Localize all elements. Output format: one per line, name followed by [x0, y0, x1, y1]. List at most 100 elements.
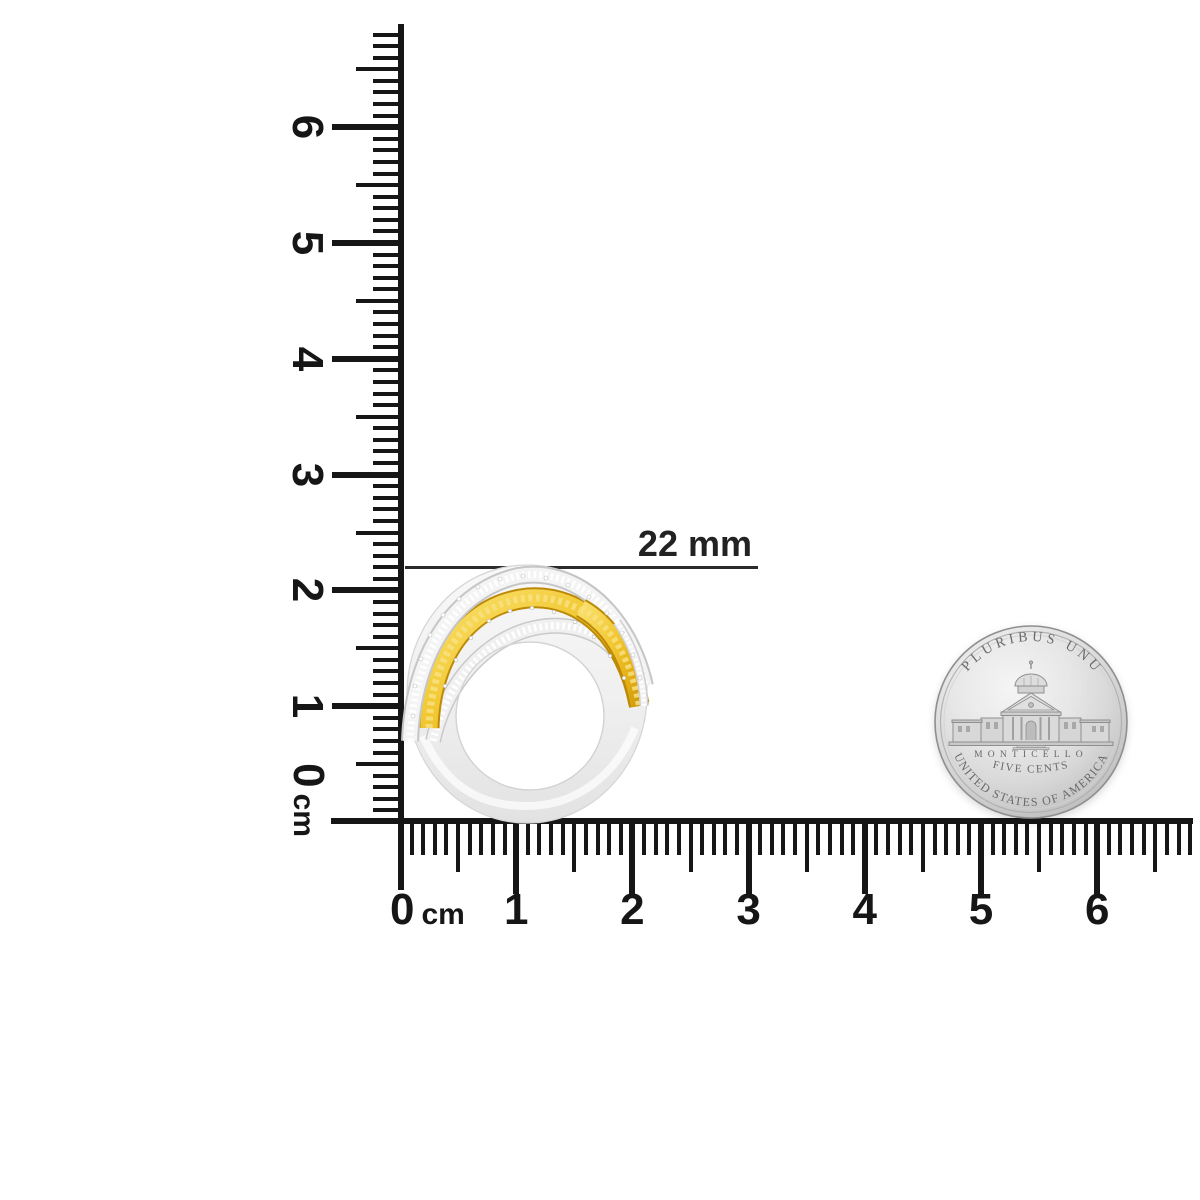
- ruler-tick: [373, 136, 404, 141]
- ruler-unit-label: cm: [421, 898, 465, 931]
- ruler-tick: [373, 275, 404, 280]
- ruler-tick: [332, 240, 404, 246]
- ruler-tick: [955, 821, 960, 855]
- ruler-number-label: 4: [852, 885, 878, 934]
- ruler-tick: [572, 821, 577, 872]
- ruler-tick: [373, 507, 404, 512]
- ruler-number-label: 1: [503, 885, 529, 934]
- ruler-tick: [373, 379, 404, 384]
- ruler-tick: [373, 322, 404, 327]
- ruler-tick: [373, 55, 404, 60]
- ruler-tick: [373, 623, 404, 628]
- ruler-tick: [332, 587, 404, 594]
- ruler-tick: [373, 391, 404, 396]
- ruler-tick: [1106, 821, 1111, 855]
- ruler-tick: [490, 821, 495, 855]
- ruler-tick: [456, 821, 461, 872]
- ruler-tick: [1037, 821, 1042, 872]
- ruler-tick: [688, 821, 693, 872]
- ruler-tick: [758, 821, 763, 855]
- ruler-tick: [356, 67, 404, 72]
- ruler-tick: [373, 171, 404, 176]
- ruler-tick: [373, 217, 404, 222]
- ruler-tick: [816, 821, 821, 855]
- ruler-tick: [432, 821, 437, 855]
- ruler-tick: [909, 821, 914, 855]
- ruler-number-label: 5: [968, 885, 994, 934]
- ruler-tick: [537, 821, 542, 855]
- ruler-zero-digit: 0: [390, 885, 415, 934]
- ruler-tick: [1060, 821, 1065, 855]
- ruler-tick: [978, 821, 984, 894]
- ruler-tick: [861, 821, 868, 894]
- diamond-sparkles: [410, 573, 643, 719]
- ruler-tick: [653, 821, 658, 855]
- ruler-tick: [332, 471, 404, 478]
- ruler-tick: [356, 762, 404, 767]
- ruler-tick: [886, 821, 891, 855]
- ruler-tick: [373, 484, 404, 489]
- ruler-tick: [560, 821, 565, 855]
- ruler-tick: [373, 333, 404, 338]
- ruler-tick: [711, 821, 716, 855]
- ruler-tick: [874, 821, 879, 855]
- ruler-tick: [1071, 821, 1076, 855]
- ruler-tick: [839, 821, 844, 855]
- ruler-tick: [373, 611, 404, 616]
- ruler-tick: [332, 355, 404, 362]
- ruler-tick: [1013, 821, 1018, 855]
- ruler-tick: [373, 345, 404, 350]
- ruler-tick: [373, 750, 404, 755]
- ruler-tick: [356, 530, 404, 535]
- ruler-tick: [629, 821, 636, 894]
- measurement-line: [405, 566, 758, 569]
- ruler-tick: [373, 669, 404, 674]
- ruler-tick: [373, 194, 404, 199]
- ruler-tick: [373, 32, 404, 37]
- ruler-tick: [373, 368, 404, 373]
- ruler-tick: [1130, 821, 1135, 855]
- ruler-tick: [373, 437, 404, 442]
- ruler-tick: [549, 821, 554, 855]
- ruler-tick: [373, 796, 404, 801]
- ruler-tick: [827, 821, 832, 855]
- ruler-tick: [1083, 821, 1088, 855]
- ruler-number-label: 2: [620, 885, 645, 934]
- ruler-tick: [990, 821, 995, 855]
- ruler-tick: [373, 542, 404, 547]
- ruler-tick: [1164, 821, 1169, 855]
- ruler-tick: [356, 414, 404, 419]
- ruler-tick: [1118, 821, 1123, 855]
- ruler-tick: [642, 821, 647, 855]
- ruler-tick: [1048, 821, 1053, 855]
- ruler-tick: [373, 90, 404, 95]
- ruler-tick: [373, 449, 404, 454]
- ruler-tick: [479, 821, 484, 855]
- ruler-tick: [944, 821, 949, 855]
- ruler-tick: [583, 821, 588, 855]
- ruler-tick: [1094, 821, 1101, 894]
- ruler-tick: [1176, 821, 1181, 855]
- ruler-tick: [373, 634, 404, 639]
- ruler-tick: [373, 206, 404, 211]
- ruler-tick: [373, 692, 404, 697]
- ruler-tick: [332, 703, 404, 710]
- ruler-tick: [897, 821, 902, 855]
- ruler-tick: [804, 821, 809, 872]
- ruler-tick: [373, 808, 404, 813]
- ruler-tick: [373, 148, 404, 153]
- ruler-tick: [467, 821, 472, 855]
- ruler-tick: [373, 576, 404, 581]
- ruler-tick: [373, 426, 404, 431]
- ruler-tick: [373, 264, 404, 269]
- ruler-tick: [373, 44, 404, 49]
- ruler-tick: [1141, 821, 1146, 855]
- vertical-ruler-line: [398, 24, 404, 890]
- ruler-tick: [769, 821, 774, 855]
- ruler-tick: [373, 495, 404, 500]
- ruler-tick: [920, 821, 925, 872]
- ruler-number-label: 6: [1084, 885, 1110, 934]
- ruler-tick: [356, 298, 404, 303]
